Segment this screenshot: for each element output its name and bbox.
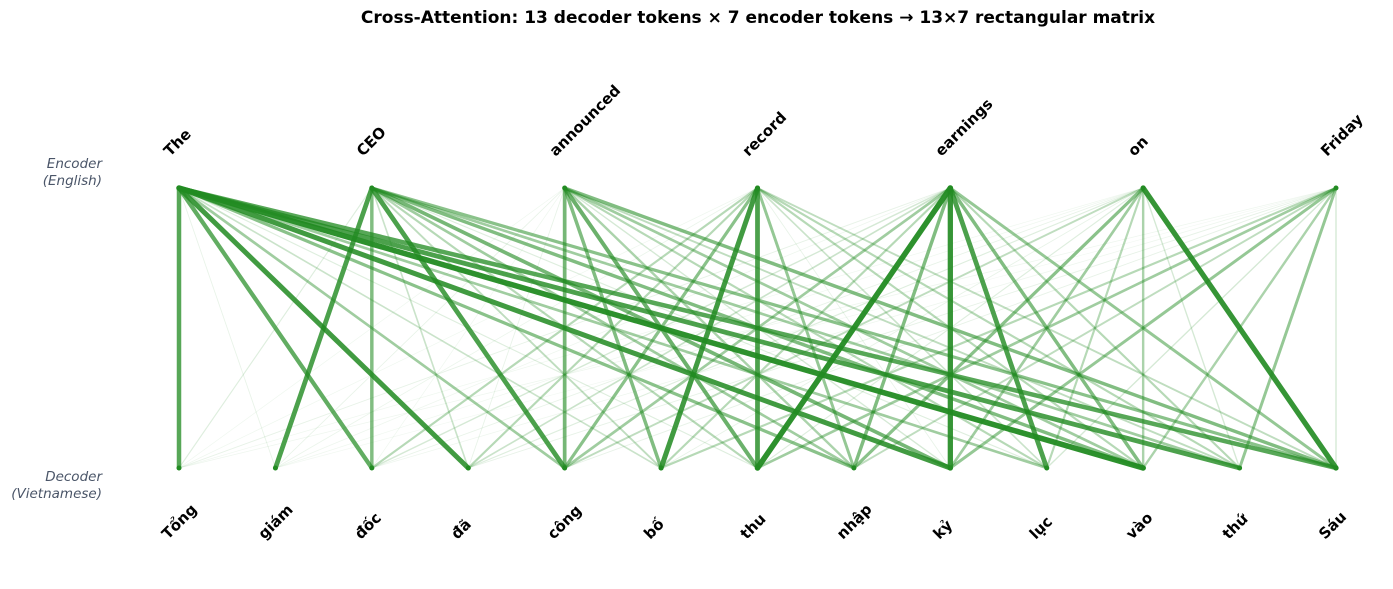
attention-edge-The-vào <box>176 185 1146 471</box>
attention-edge-earnings-nhập <box>852 186 953 470</box>
figure-title: Cross-Attention: 13 decoder tokens × 7 e… <box>360 8 1156 28</box>
encoder-node-6 <box>1333 185 1339 191</box>
decoder-token-label: công <box>544 501 585 542</box>
encoder-node-5 <box>1140 185 1146 191</box>
decoder-token-label: vào <box>1122 509 1156 543</box>
decoder-token-label: bố <box>639 514 668 543</box>
decoder-side-label: Decoder (Vietnamese) <box>11 469 102 503</box>
decoder-label-line1: Decoder <box>45 469 102 485</box>
token-nodes <box>176 185 1339 471</box>
decoder-node-4 <box>562 465 568 471</box>
encoder-node-3 <box>755 185 760 191</box>
decoder-node-8 <box>947 465 953 471</box>
encoder-token-label: announced <box>546 81 624 159</box>
encoder-side-label: Encoder (English) <box>43 156 102 190</box>
attention-edge-The-kỷ <box>176 185 953 471</box>
decoder-token-label: lục <box>1026 513 1056 543</box>
encoder-node-0 <box>176 185 182 191</box>
decoder-token-label: Sáu <box>1315 508 1350 543</box>
attention-edge-earnings-Sáu <box>948 186 1338 470</box>
attention-edge-CEO-thứ <box>370 186 1241 470</box>
attention-edge-CEO-công <box>369 185 568 471</box>
encoder-label-line1: Encoder <box>46 156 102 172</box>
encoder-token-label: The <box>160 125 195 160</box>
attention-edge-The-đã <box>176 185 471 471</box>
decoder-token-label: thu <box>737 510 770 543</box>
encoder-node-4 <box>947 185 953 191</box>
encoder-token-label: Friday <box>1317 110 1367 160</box>
attention-edge-The-đốc <box>176 185 374 471</box>
encoder-token-label: on <box>1124 132 1152 160</box>
decoder-node-3 <box>465 465 471 471</box>
attention-edge-on-thứ <box>1142 187 1241 469</box>
attention-edge-earnings-bố <box>660 186 952 470</box>
attention-edge-record-nhập <box>756 186 856 470</box>
decoder-token-label: thứ <box>1219 510 1252 543</box>
encoder-node-2 <box>562 185 568 191</box>
decoder-node-0 <box>176 465 182 471</box>
decoder-token-label: đốc <box>350 508 385 543</box>
encoder-token-label: record <box>739 108 791 160</box>
attention-edge-Friday-nhập <box>852 187 1337 469</box>
encoder-token-label: CEO <box>353 123 390 160</box>
encoder-label-line2: (English) <box>42 173 102 189</box>
attention-edge-The-nhập <box>177 186 856 470</box>
attention-edge-Friday-giám <box>275 187 1337 469</box>
decoder-token-label: Tổng <box>157 500 200 543</box>
attention-edge-on-Sáu <box>1140 185 1339 471</box>
attention-edge-announced-lục <box>563 186 1048 470</box>
attention-edge-earnings-thu <box>754 185 954 471</box>
attention-edge-announced-giám <box>274 187 566 469</box>
decoder-node-7 <box>851 465 857 471</box>
decoder-label-line2: (Vietnamese) <box>11 486 102 502</box>
decoder-node-2 <box>369 465 375 471</box>
attention-edge-The-bố <box>178 187 662 469</box>
decoder-node-11 <box>1237 465 1243 471</box>
encoder-token-label: earnings <box>931 95 996 160</box>
attention-edge-The-giám <box>178 187 276 469</box>
attention-edge-Friday-thứ <box>1238 186 1338 470</box>
decoder-token-label: giám <box>255 501 297 543</box>
attention-edge-CEO-đã <box>371 187 470 469</box>
attention-edge-Friday-lục <box>1046 187 1337 469</box>
attention-edge-on-đã <box>467 187 1144 469</box>
decoder-node-6 <box>755 465 760 471</box>
attention-edge-earnings-vào <box>948 186 1145 470</box>
attention-edges <box>176 185 1339 471</box>
decoder-token-label: nhập <box>833 500 876 543</box>
attention-edge-announced-bố <box>562 186 663 470</box>
decoder-token-label: đã <box>447 515 474 542</box>
decoder-node-12 <box>1333 465 1339 471</box>
decoder-node-10 <box>1140 465 1146 471</box>
attention-edge-record-bố <box>658 185 761 471</box>
attention-edge-earnings-thứ <box>949 186 1241 470</box>
encoder-node-1 <box>369 185 375 191</box>
decoder-node-1 <box>272 465 278 471</box>
decoder-node-9 <box>1044 465 1050 471</box>
attention-edge-earnings-lục <box>947 185 1050 471</box>
decoder-node-5 <box>658 465 664 471</box>
decoder-token-label: kỷ <box>929 516 956 543</box>
